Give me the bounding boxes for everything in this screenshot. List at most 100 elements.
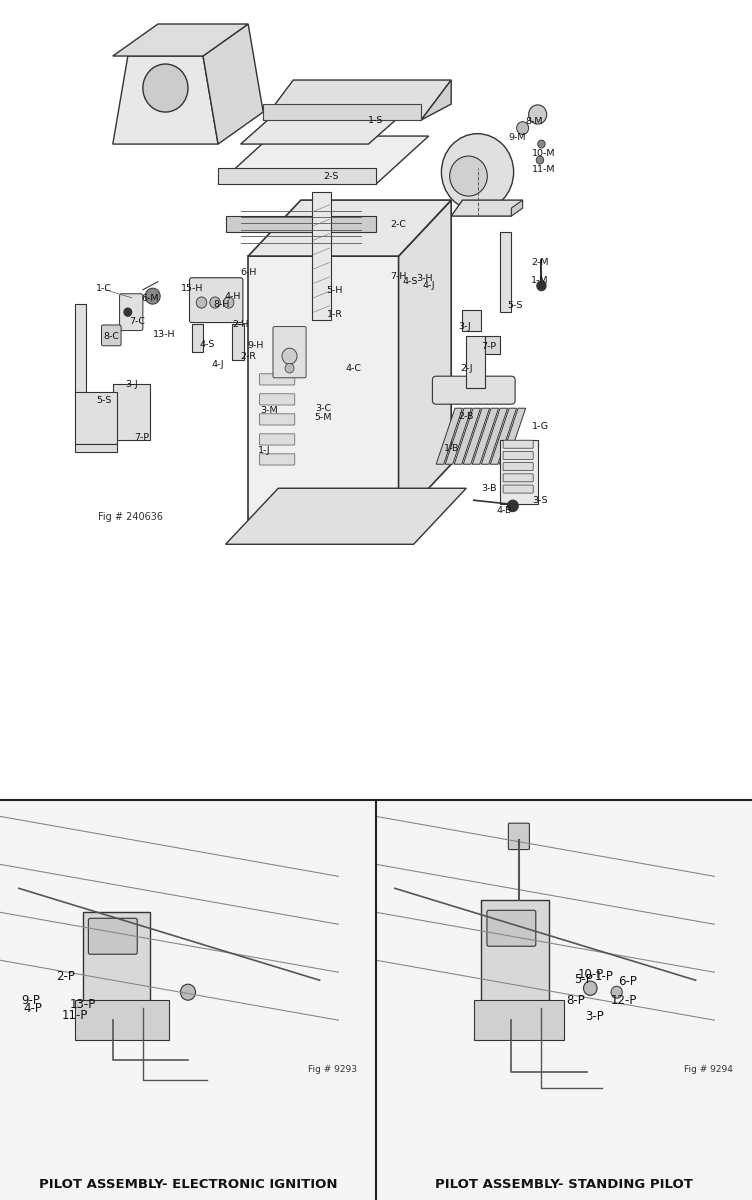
Circle shape [124, 308, 132, 316]
Polygon shape [241, 104, 414, 144]
Text: 12-P: 12-P [611, 994, 638, 1007]
Text: 9-P: 9-P [21, 994, 41, 1007]
Text: 2-B: 2-B [459, 412, 474, 421]
Circle shape [584, 982, 597, 996]
Circle shape [196, 296, 207, 308]
Text: 1-C: 1-C [96, 283, 112, 293]
Polygon shape [113, 24, 248, 56]
Text: 11-M: 11-M [532, 166, 556, 174]
Circle shape [210, 296, 220, 308]
Text: 5-S: 5-S [96, 396, 111, 404]
FancyBboxPatch shape [259, 394, 295, 406]
Text: PILOT ASSEMBLY- ELECTRONIC IGNITION: PILOT ASSEMBLY- ELECTRONIC IGNITION [39, 1177, 337, 1190]
Polygon shape [481, 408, 508, 464]
Text: 1-R: 1-R [326, 310, 343, 319]
Text: 6-P: 6-P [618, 974, 638, 988]
Circle shape [223, 296, 234, 308]
Text: 5-H: 5-H [326, 286, 343, 295]
Polygon shape [218, 168, 376, 184]
FancyBboxPatch shape [503, 463, 533, 470]
Polygon shape [511, 200, 523, 216]
Polygon shape [232, 324, 244, 360]
Text: 5-P: 5-P [575, 973, 593, 986]
Text: 3-J: 3-J [459, 322, 471, 331]
FancyBboxPatch shape [432, 376, 515, 404]
Circle shape [508, 500, 518, 511]
FancyBboxPatch shape [102, 325, 121, 346]
Polygon shape [500, 232, 511, 312]
Polygon shape [218, 136, 429, 184]
Text: 10-M: 10-M [532, 149, 556, 158]
Text: 1-G: 1-G [532, 422, 548, 431]
Circle shape [536, 156, 544, 164]
Text: 3-C: 3-C [315, 403, 332, 413]
Text: 8-C: 8-C [103, 331, 120, 341]
FancyBboxPatch shape [259, 414, 295, 425]
Polygon shape [462, 310, 481, 330]
Polygon shape [436, 408, 462, 464]
Polygon shape [399, 200, 451, 521]
Text: 3-P: 3-P [586, 1009, 604, 1022]
Circle shape [611, 986, 622, 998]
Text: 1-S: 1-S [368, 115, 384, 125]
Text: 3-S: 3-S [532, 496, 547, 505]
FancyBboxPatch shape [503, 451, 533, 460]
Polygon shape [466, 336, 485, 388]
Text: 3-B: 3-B [481, 484, 496, 493]
Polygon shape [226, 488, 466, 545]
Polygon shape [421, 80, 451, 120]
Text: Fig # 240636: Fig # 240636 [98, 512, 162, 522]
Text: 7-P: 7-P [481, 342, 496, 352]
Text: 8-P: 8-P [566, 994, 584, 1007]
FancyBboxPatch shape [503, 474, 533, 482]
FancyBboxPatch shape [503, 485, 533, 493]
Text: 9-M: 9-M [508, 133, 526, 142]
Circle shape [282, 348, 297, 364]
Text: Fig # 9294: Fig # 9294 [684, 1066, 733, 1074]
Text: 13-P: 13-P [70, 997, 96, 1010]
Text: 7-H: 7-H [390, 271, 407, 281]
Text: 2-C: 2-C [390, 220, 407, 229]
Polygon shape [203, 24, 263, 144]
Polygon shape [472, 408, 499, 464]
Text: 10-P: 10-P [578, 967, 603, 980]
Text: 4-J: 4-J [212, 360, 224, 368]
Circle shape [285, 364, 294, 373]
FancyBboxPatch shape [259, 434, 295, 445]
Text: 3-M: 3-M [260, 406, 278, 415]
Polygon shape [192, 324, 203, 352]
Text: Fig # 9293: Fig # 9293 [308, 1066, 357, 1074]
Text: 2-J: 2-J [460, 364, 472, 373]
Text: PILOT ASSEMBLY- STANDING PILOT: PILOT ASSEMBLY- STANDING PILOT [435, 1177, 693, 1190]
Text: 4-S: 4-S [199, 340, 214, 349]
Text: 2-S: 2-S [323, 172, 338, 180]
Polygon shape [451, 200, 523, 216]
Text: 2-M: 2-M [531, 258, 549, 268]
FancyBboxPatch shape [89, 918, 137, 954]
Text: 11-P: 11-P [62, 1009, 89, 1022]
Circle shape [537, 281, 546, 290]
FancyBboxPatch shape [487, 911, 535, 947]
Polygon shape [248, 256, 399, 521]
Circle shape [441, 133, 514, 210]
Text: 2-P: 2-P [56, 970, 75, 983]
Polygon shape [312, 192, 331, 320]
FancyBboxPatch shape [120, 294, 143, 330]
Polygon shape [263, 104, 421, 120]
FancyBboxPatch shape [508, 823, 529, 850]
Polygon shape [75, 304, 86, 401]
Polygon shape [75, 444, 117, 452]
Text: 1-P: 1-P [595, 970, 614, 983]
Polygon shape [83, 912, 150, 1008]
Text: 3-J: 3-J [126, 379, 138, 389]
Text: 7-C: 7-C [129, 317, 145, 326]
Circle shape [450, 156, 487, 196]
Text: 9-H: 9-H [247, 341, 264, 350]
Circle shape [529, 104, 547, 124]
Polygon shape [263, 80, 451, 120]
Polygon shape [75, 392, 117, 444]
Polygon shape [485, 336, 500, 354]
Polygon shape [226, 216, 376, 232]
Text: 5-S: 5-S [508, 301, 523, 311]
FancyBboxPatch shape [503, 440, 533, 449]
